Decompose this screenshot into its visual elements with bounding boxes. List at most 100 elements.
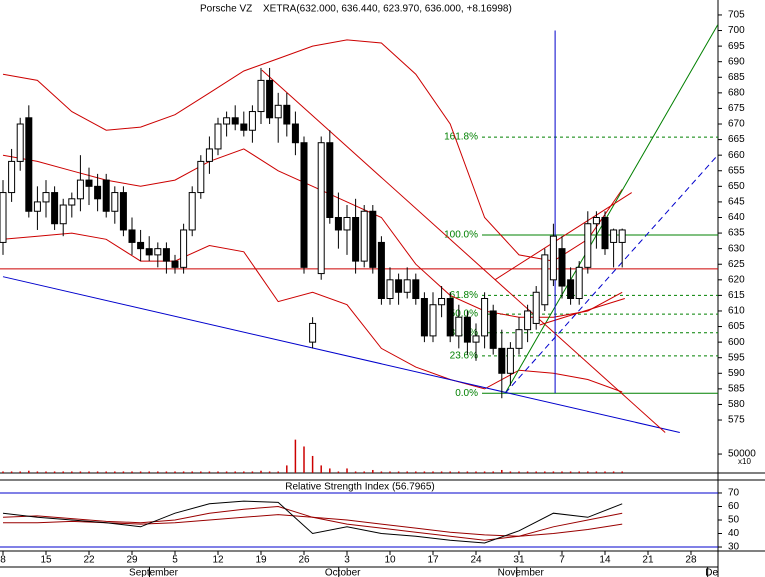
trendline	[539, 298, 625, 326]
candle-body	[489, 310, 497, 349]
y-tick-label: 705	[728, 10, 745, 21]
candle-body	[257, 79, 265, 113]
candle-body	[549, 235, 557, 281]
candle-body	[8, 160, 16, 194]
candle-body	[610, 229, 618, 243]
y-tick-label: 610	[728, 306, 745, 317]
candle-body	[463, 316, 471, 343]
rsi-title: Relative Strength Index (56.7965)	[285, 482, 435, 493]
month-label: De	[705, 568, 718, 577]
candle-body	[42, 192, 50, 203]
candle-body	[309, 322, 317, 343]
fib-label: 61.8%	[450, 290, 478, 301]
month-label: November	[498, 568, 545, 577]
candle-body	[16, 123, 24, 162]
candle-body	[592, 216, 600, 225]
y-tick-label: 590	[728, 368, 745, 379]
candle-body	[506, 347, 514, 374]
x-tick-label: 31	[513, 555, 525, 566]
candle-body	[205, 148, 213, 162]
candle-body	[154, 248, 162, 256]
candle-body	[128, 229, 136, 243]
x-tick-label: 21	[642, 555, 654, 566]
candle-body	[94, 185, 102, 200]
month-label: September	[129, 568, 179, 577]
x-tick-label: 5	[172, 555, 178, 566]
x-tick-label: 29	[126, 555, 138, 566]
y-tick-label: 690	[728, 56, 745, 67]
y-tick-label: 625	[728, 259, 745, 270]
rsi-tick-label: 70	[728, 488, 740, 499]
y-tick-label: 685	[728, 72, 745, 83]
candle-body	[317, 142, 325, 275]
x-tick-label: 28	[685, 555, 697, 566]
candle-body	[412, 279, 420, 300]
x-tick-label: 12	[212, 555, 224, 566]
candle-body	[180, 229, 188, 268]
candle-body	[481, 298, 489, 337]
y-tick-label: 595	[728, 352, 745, 363]
candle-body	[567, 279, 575, 300]
candle-body	[85, 179, 93, 187]
candle-body	[420, 298, 428, 337]
fib-label: 161.8%	[444, 132, 478, 143]
candle-body	[214, 123, 222, 150]
x-tick-label: 17	[427, 555, 439, 566]
x-tick-label: 8	[0, 555, 6, 566]
candle-body	[524, 310, 532, 331]
y-tick-label: 650	[728, 181, 745, 192]
candle-body	[119, 192, 127, 231]
volume-tick-label: 50000	[728, 449, 756, 460]
candle-body	[575, 266, 583, 300]
candle-body	[197, 160, 205, 194]
y-tick-label: 630	[728, 243, 745, 254]
y-tick-label: 600	[728, 337, 745, 348]
fib-label: 23.6%	[450, 350, 478, 361]
y-tick-label: 620	[728, 274, 745, 285]
candle-body	[377, 241, 385, 300]
candle-body	[291, 123, 299, 144]
candle-body	[51, 192, 59, 225]
chart-title: Porsche VZ	[200, 4, 252, 15]
y-tick-label: 585	[728, 384, 745, 395]
candle-body	[558, 248, 566, 287]
candle-body	[188, 192, 196, 231]
rsi-line	[2, 500, 623, 544]
rsi-tick-label: 60	[728, 501, 740, 512]
y-tick-label: 615	[728, 290, 745, 301]
band-upper	[2, 39, 623, 262]
candle-body	[429, 304, 437, 337]
candle-body	[532, 291, 540, 324]
x-tick-label: 24	[470, 555, 482, 566]
candle-body	[498, 347, 506, 374]
candle-body	[231, 117, 239, 125]
candle-body	[76, 179, 84, 200]
trendline	[504, 24, 719, 394]
fib-label: 50.0%	[450, 309, 478, 320]
candle-body	[0, 192, 7, 243]
candle-body	[111, 192, 119, 212]
x-tick-label: 14	[599, 555, 611, 566]
month-label: October	[325, 568, 361, 577]
candle-body	[240, 123, 248, 131]
chart-subtitle: XETRA(632.000, 636.440, 623.970, 636.000…	[263, 4, 512, 15]
candle-body	[352, 216, 360, 262]
y-tick-label: 660	[728, 150, 745, 161]
y-tick-label: 695	[728, 41, 745, 52]
candle-body	[446, 298, 454, 337]
candle-body	[584, 223, 592, 268]
fib-label: 0.0%	[455, 388, 478, 399]
x-tick-label: 10	[384, 555, 396, 566]
candle-body	[541, 254, 549, 306]
candle-body	[326, 142, 334, 218]
candle-body	[334, 216, 342, 231]
candle-body	[515, 329, 523, 349]
candle-body	[274, 104, 282, 119]
y-tick-label: 575	[728, 415, 745, 426]
x-tick-label: 3	[344, 555, 350, 566]
rsi-tick-label: 40	[728, 528, 740, 539]
x-tick-label: 22	[83, 555, 95, 566]
candle-body	[455, 316, 463, 337]
